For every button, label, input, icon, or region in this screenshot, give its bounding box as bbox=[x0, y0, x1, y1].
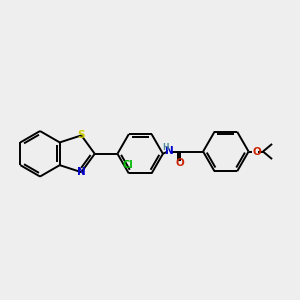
Text: Cl: Cl bbox=[123, 160, 134, 170]
Text: H: H bbox=[163, 143, 169, 152]
Text: O: O bbox=[176, 158, 185, 168]
Text: S: S bbox=[78, 130, 85, 140]
Text: N: N bbox=[165, 146, 173, 156]
Text: O: O bbox=[252, 146, 261, 157]
Text: N: N bbox=[77, 167, 86, 177]
